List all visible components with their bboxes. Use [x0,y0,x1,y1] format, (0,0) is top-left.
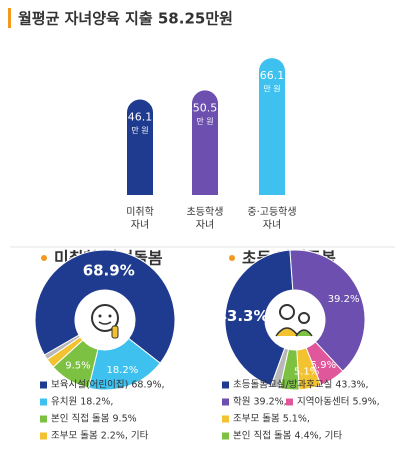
value-label: 46.1 [128,111,153,124]
bar [127,99,153,195]
legend-swatch [40,398,47,406]
parent-icon [268,293,322,347]
value-label: 50.5 [193,101,218,114]
value-unit: 만 원 [196,117,213,126]
value-label: 66.1 [260,69,285,82]
legend-swatch [40,415,47,423]
legend-label: 보육시설(어린이집) 68.9%, [51,379,165,391]
bullet [41,255,47,261]
legend-label: 지역아동센터 5.9%, [297,397,380,408]
x-tick-label: 초등학생 자녀 [187,206,224,231]
baby-icon [78,293,132,347]
legend-swatch [222,398,229,406]
legend-label: 유치원 18.2%, [51,396,113,408]
legend-label: 초등돌봄교실/방과후교실 43.3%, [233,380,369,391]
value-unit: 만 원 [131,126,148,135]
data-label: 68.9% [83,262,135,280]
legend-swatch [40,432,47,440]
donut-segment [289,249,366,372]
data-label: 5.1% [294,367,319,378]
donut-segment [224,249,294,387]
legend-swatch [40,381,47,389]
legend-swatch [286,398,293,406]
data-label: 18.2% [107,365,139,376]
legend-label: 조부모 돌봄 2.2%, 기타 [51,431,149,442]
data-label: 39.2% [328,294,360,305]
legend-label: 조부모 돌봄 5.1%, [233,414,310,425]
x-tick-label: 중·고등학생 자녀 [247,206,296,231]
data-label: 9.5% [65,361,90,372]
donut-segment [34,249,176,364]
data-label: 43.3% [216,307,268,325]
title-accent [8,8,11,28]
x-tick-label: 미취학 자녀 [126,206,154,231]
bullet [229,255,235,261]
bar [192,90,218,195]
legend-swatch [222,432,229,440]
value-unit: 만 원 [263,85,280,94]
bar [259,58,285,195]
legend-label: 본인 직접 돌봄 9.5% [51,413,137,425]
legend-swatch [222,415,229,423]
chart-title: 월평균 자녀양육 지출 58.25만원 [18,10,233,28]
donut-segment [270,347,290,389]
donut-segment [43,334,81,361]
data-label: 5.9% [311,360,336,371]
legend-label: 본인 직접 돌봄 4.4%, 기타 [233,430,342,442]
legend-swatch [222,381,229,389]
legend-label: 학원 39.2%, [233,397,287,408]
